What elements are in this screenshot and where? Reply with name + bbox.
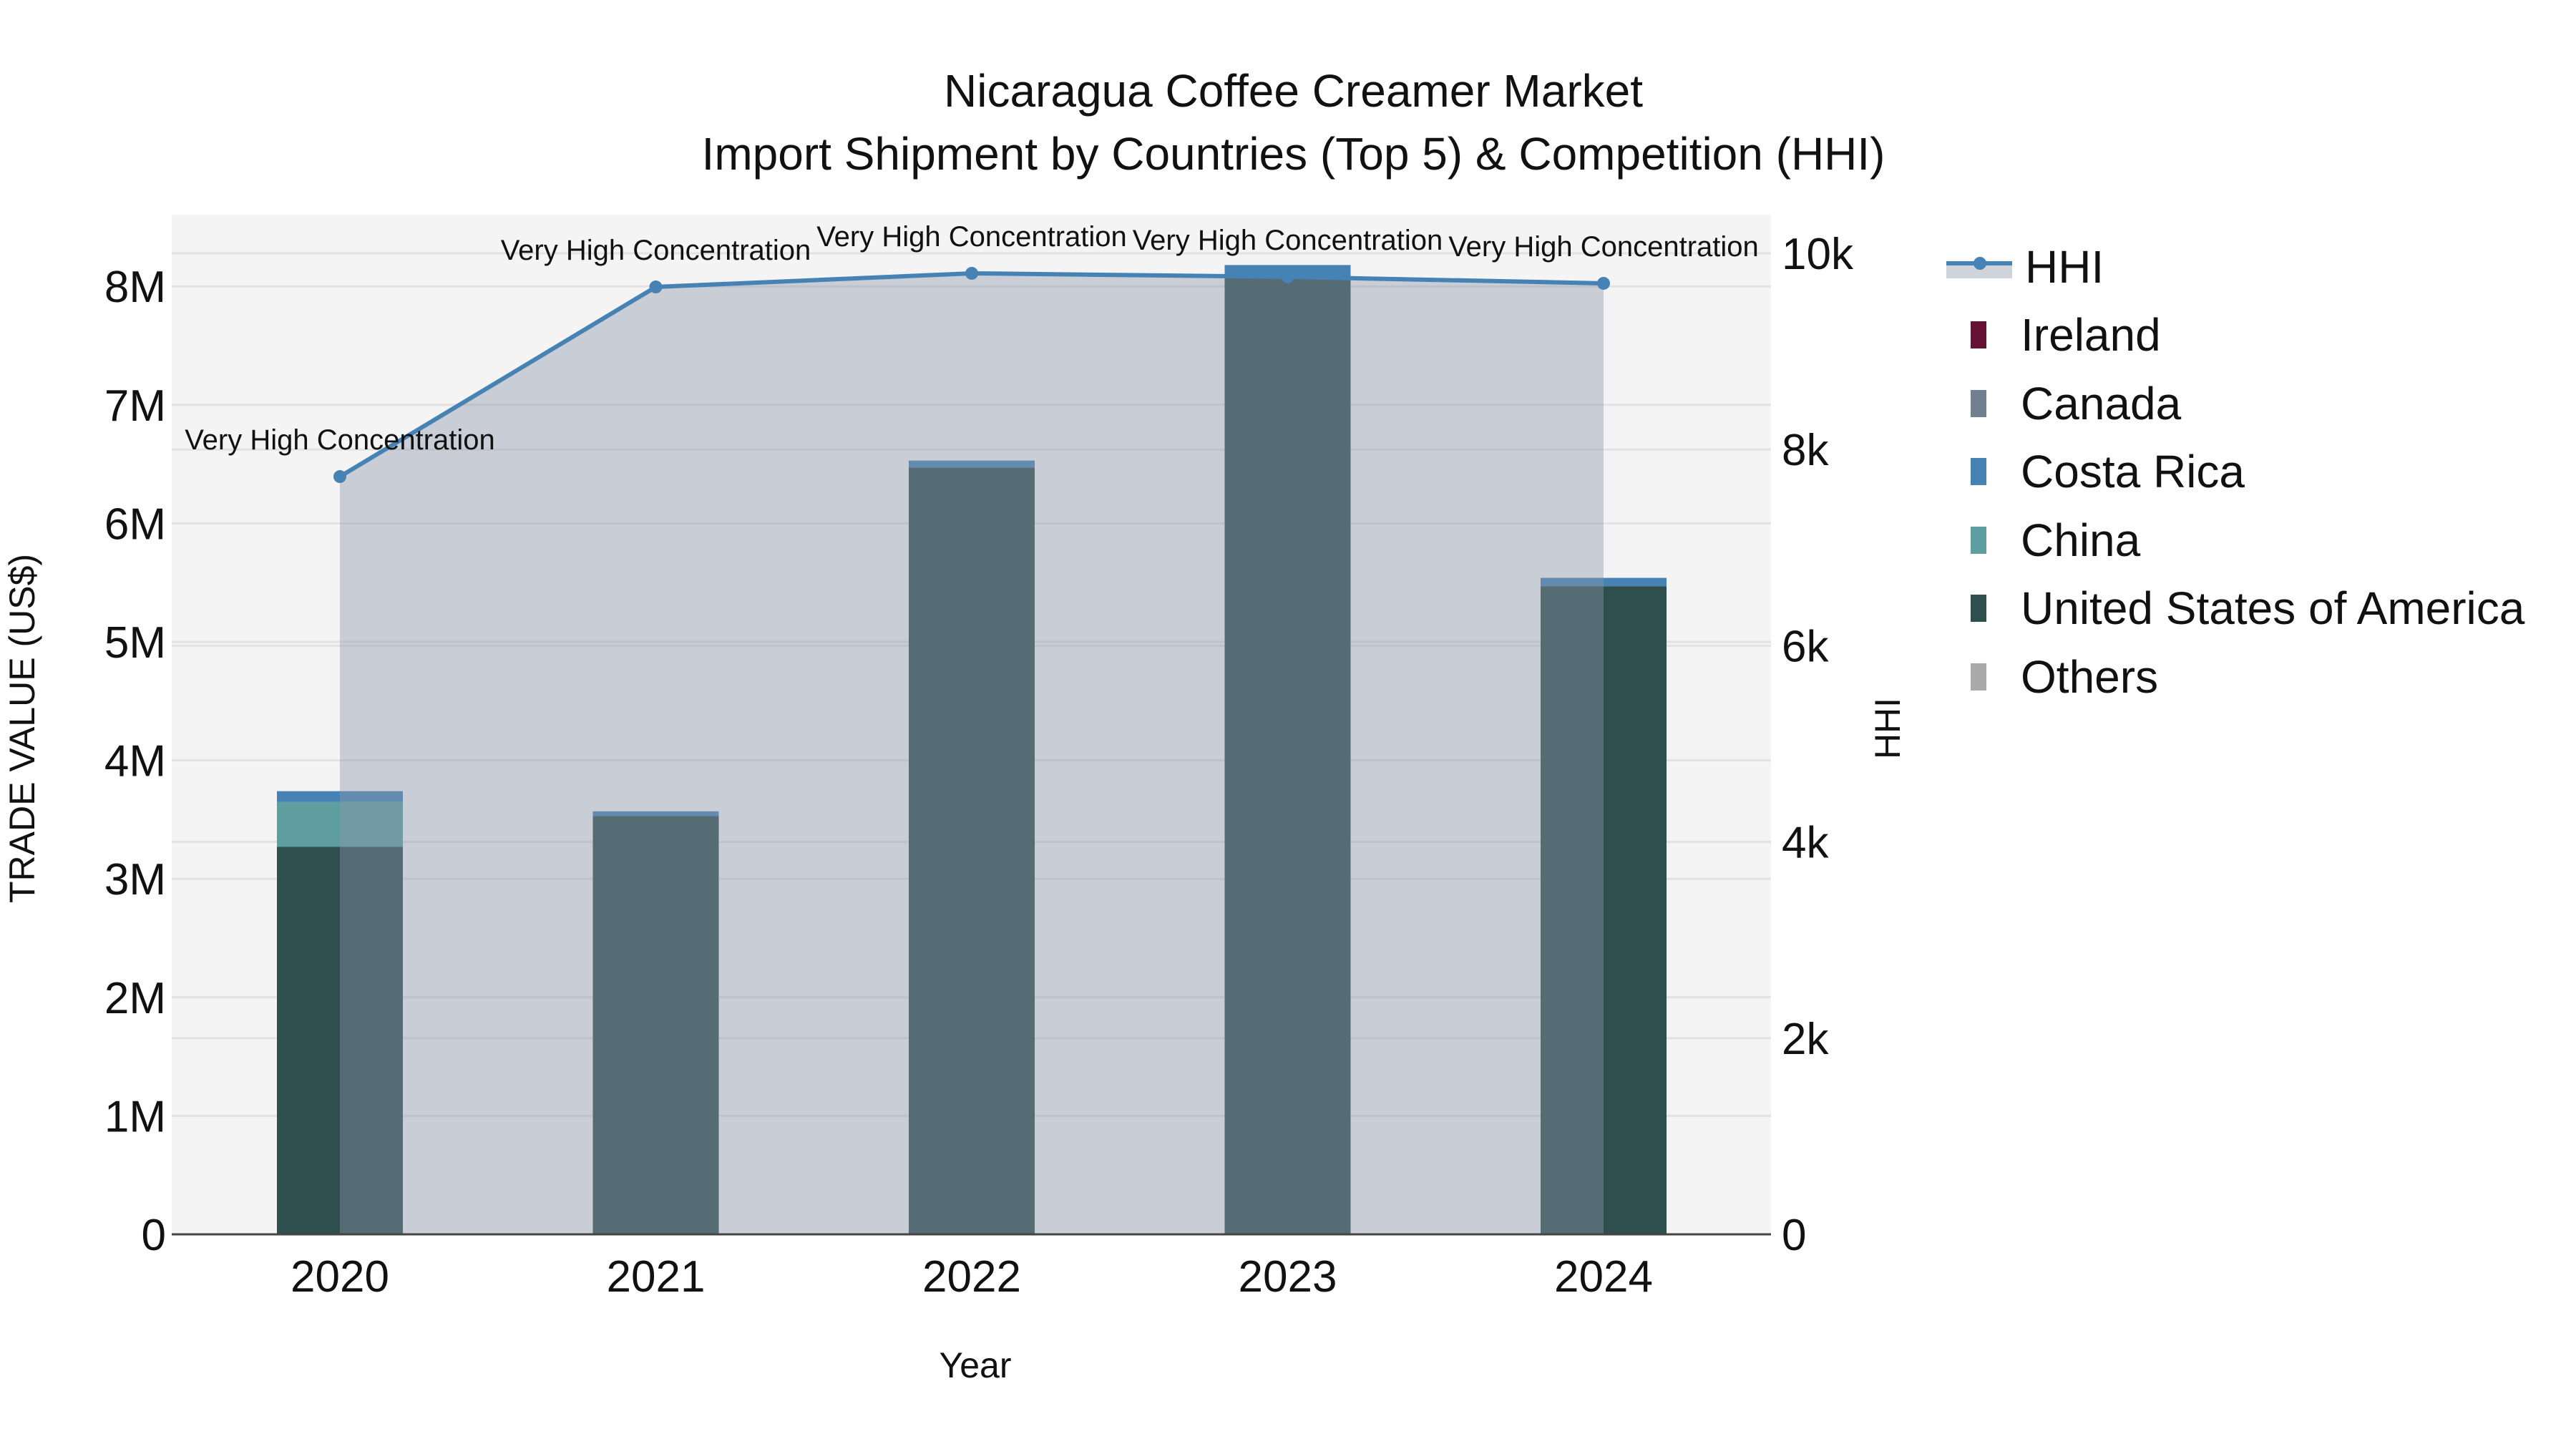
y-right-ticks: 0 2k 4k 6k 8k 10k [1782,230,1854,1260]
legend-item-united-states-of-america[interactable]: United States of America [1946,575,2524,643]
x-tick-label: 2023 [1239,1252,1337,1302]
hhi-area [340,273,1604,1235]
legend-swatch-icon [1971,663,1986,691]
bars [277,265,1667,1234]
legend-swatch-icon [1971,389,1986,417]
y-right-tick-label: 10k [1782,230,1854,279]
legend-item-others[interactable]: Others [1946,643,2524,711]
hhi-annotation: Very High Concentration [185,424,495,456]
hhi-annotation: Very High Concentration [816,221,1127,253]
bar-segment-united-states-of-america[interactable] [1224,276,1351,1234]
bar-segment-united-states-of-america[interactable] [909,467,1035,1234]
x-axis-title: Year [939,1345,1011,1385]
hhi-annotation: Very High Concentration [1448,231,1759,263]
legend-line-marker-icon [1946,251,2012,283]
legend-label: China [2021,514,2141,566]
y-right-tick-label: 0 [1782,1211,1806,1260]
y-left-ticks: 0 1M 2M 3M 4M 5M 6M 7M 8M [104,263,166,1260]
bar-segment-costa-rica[interactable] [277,791,403,802]
hhi-annotation: Very High Concentration [501,235,811,266]
bar-segment-united-states-of-america[interactable] [592,816,719,1234]
legend-label: HHI [2025,240,2104,293]
legend-item-costa-rica[interactable]: Costa Rica [1946,438,2524,507]
chart-title: Nicaragua Coffee Creamer Market [944,65,1643,117]
legend-swatch-icon [1971,595,1986,623]
legend-label: Others [2021,650,2159,703]
y-right-tick-label: 2k [1782,1015,1829,1064]
hhi-marker[interactable] [333,470,346,484]
x-tick-label: 2022 [922,1252,1021,1302]
chart-subtitle: Import Shipment by Countries (Top 5) & C… [701,128,1885,180]
legend-item-ireland[interactable]: Ireland [1946,301,2524,370]
y-left-tick-label: 7M [104,381,166,431]
legend-item-hhi[interactable]: HHI [1946,233,2524,301]
y-left-tick-label: 6M [104,499,166,549]
y-left-tick-label: 5M [104,618,166,668]
x-tick-label: 2021 [607,1252,706,1302]
legend-label: United States of America [2021,582,2525,635]
legend-label: Canada [2021,377,2182,429]
y-left-tick-label: 4M [104,737,166,786]
legend-label: Ireland [2021,309,2161,361]
bar-segment-costa-rica[interactable] [909,460,1035,468]
hhi-marker[interactable] [965,266,978,280]
hhi-annotation: Very High Concentration [1133,225,1443,256]
x-tick-label: 2020 [291,1252,389,1302]
hhi-marker[interactable] [649,280,663,294]
legend-swatch-icon [1971,526,1986,554]
bar-segment-united-states-of-america[interactable] [277,847,403,1234]
legend-item-china[interactable]: China [1946,506,2524,575]
y-left-tick-label: 8M [104,263,166,312]
y-left-tick-label: 2M [104,974,166,1023]
legend: HHI Ireland Canada Costa Rica China United St… [1946,233,2524,711]
y-left-tick-label: 0 [142,1211,166,1260]
hhi-marker[interactable] [1597,276,1610,290]
y-right-tick-label: 8k [1782,426,1829,475]
hhi-marker[interactable] [1281,270,1294,283]
bar-segment-united-states-of-america[interactable] [1541,586,1667,1234]
bar-segment-costa-rica[interactable] [592,811,719,816]
x-tick-label: 2024 [1554,1252,1653,1302]
legend-swatch-icon [1971,321,1986,349]
y-axis-right-title: HHI [1868,698,1908,759]
y-axis-left-title: TRADE VALUE (US$) [2,554,42,903]
legend-swatch-icon [1971,458,1986,486]
y-right-tick-label: 6k [1782,622,1829,671]
bar-segment-costa-rica[interactable] [1541,577,1667,587]
legend-item-canada[interactable]: Canada [1946,369,2524,438]
y-right-tick-label: 4k [1782,819,1829,868]
bar-segment-china[interactable] [277,801,403,847]
y-left-tick-label: 1M [104,1092,166,1141]
legend-label: Costa Rica [2021,446,2245,498]
x-ticks: 2020 2021 2022 2023 2024 [291,1252,1653,1302]
y-left-tick-label: 3M [104,855,166,904]
